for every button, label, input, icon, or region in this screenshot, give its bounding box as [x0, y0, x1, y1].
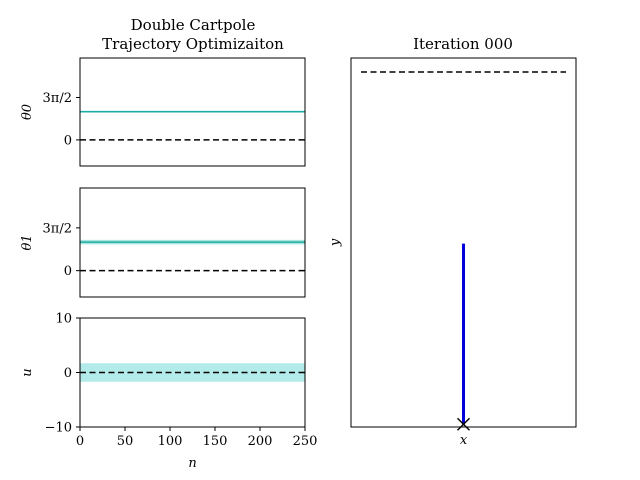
- theta1-plot: 0 3π/2 θ1: [20, 187, 306, 298]
- axes-frame: [350, 57, 577, 428]
- y-axis-label: y: [328, 238, 343, 247]
- x-axis-label: n: [188, 456, 196, 471]
- chart-title-line2: Trajectory Optimizaiton: [102, 35, 284, 53]
- x-tick-label: 250: [293, 434, 318, 449]
- y-tick-label: 10: [55, 312, 72, 327]
- iteration-title: Iteration 000: [413, 35, 513, 53]
- y-tick-label: 3π/2: [43, 221, 72, 236]
- x-tick-label: 150: [203, 434, 228, 449]
- theta0-plot: 0 3π/2 θ0: [20, 57, 306, 167]
- x-axis-label: x: [460, 433, 468, 448]
- x-tick-label: 50: [117, 434, 134, 449]
- y-axis-label: θ0: [20, 104, 35, 120]
- cart-marker: [457, 417, 470, 431]
- y-axis-label: θ1: [20, 234, 35, 250]
- x-tick-label: 200: [248, 434, 273, 449]
- x-tick-label: 0: [76, 434, 84, 449]
- control-plot: −10 0 10 u 0 50 100 150 200 250 n: [20, 312, 317, 472]
- y-tick-label: −10: [45, 421, 72, 436]
- y-tick-label: 0: [64, 264, 72, 279]
- y-tick-label: 3π/2: [43, 91, 72, 106]
- y-tick-label: 0: [64, 133, 72, 148]
- chart-title-line1: Double Cartpole: [131, 16, 256, 34]
- y-axis-label: u: [20, 368, 35, 376]
- x-tick-label: 100: [158, 434, 183, 449]
- series-band-0: [80, 363, 305, 382]
- y-tick-label: 0: [64, 366, 72, 381]
- axes-frame: [79, 187, 306, 298]
- axes-frame: [79, 57, 306, 167]
- cartpole-animation-plot: xy: [328, 57, 577, 448]
